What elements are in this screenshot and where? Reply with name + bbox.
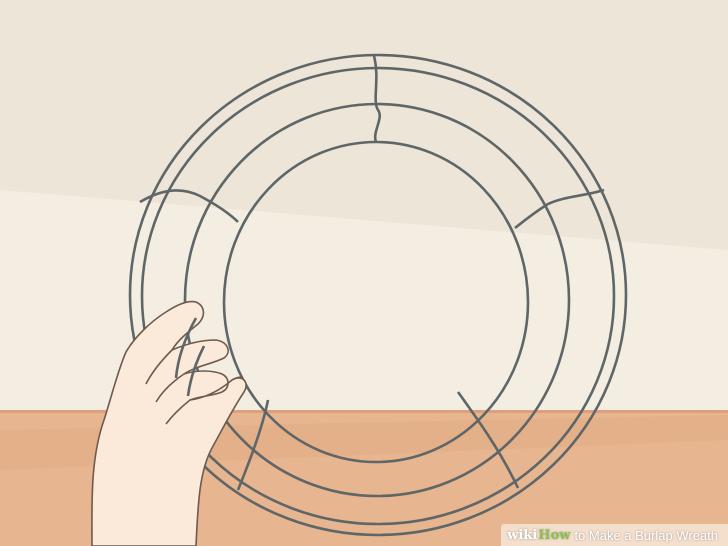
wire-ring-second <box>140 66 616 526</box>
wire-ring-outer <box>128 53 628 537</box>
wire-over-fingers <box>174 317 206 397</box>
finger-crease-2 <box>155 373 185 403</box>
wikihow-watermark: wiki How to Make a Burlap Wreath <box>501 524 728 546</box>
watermark-brand-wiki: wiki <box>507 527 538 543</box>
wire-over-finger-2 <box>186 345 206 397</box>
wire-over-finger-1 <box>174 317 198 379</box>
table-edge <box>0 410 728 413</box>
wire-support-bottom-left <box>236 399 270 491</box>
watermark-brand-how: How <box>538 527 571 543</box>
watermark-title: to Make a Burlap Wreath <box>574 527 718 543</box>
wall-shadow <box>0 0 728 250</box>
wire-support-top <box>372 55 381 143</box>
wire-support-right <box>514 188 605 230</box>
hand-palm <box>91 300 247 546</box>
finger-crease-1 <box>145 349 173 385</box>
wire-support-left <box>139 189 239 223</box>
hand <box>91 300 247 546</box>
wire-wreath-frame <box>128 53 628 537</box>
finger-crease-3 <box>165 399 191 425</box>
thumb-nail <box>231 376 244 381</box>
wire-support-bottom-right <box>456 391 520 489</box>
